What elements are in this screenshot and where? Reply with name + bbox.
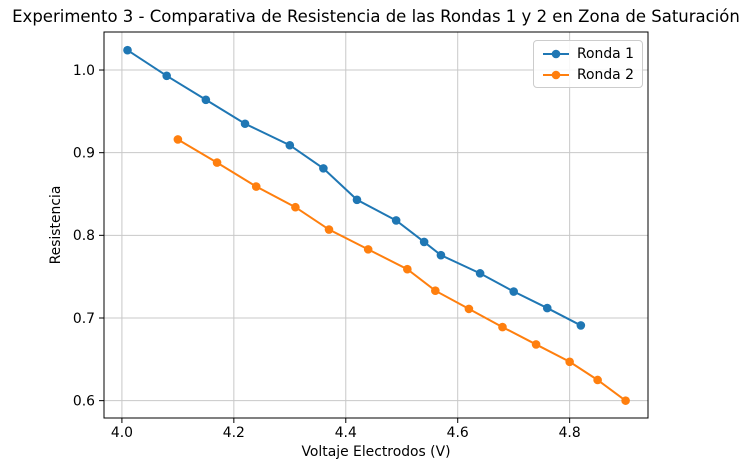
y-tick-label: 0.6 (73, 393, 95, 409)
data-point-ronda-2 (531, 340, 541, 349)
data-point-ronda-2 (593, 375, 602, 385)
data-point-ronda-1 (391, 216, 401, 225)
data-point-ronda-2 (431, 286, 440, 296)
x-tick-label: 4.0 (111, 425, 133, 441)
legend: Ronda 1 Ronda 2 (533, 40, 643, 88)
data-point-ronda-1 (319, 164, 328, 173)
y-axis-label: Resistencia (48, 185, 64, 265)
legend-line-marker-icon (543, 49, 569, 58)
data-point-ronda-1 (509, 287, 518, 296)
data-point-ronda-2 (565, 357, 574, 367)
data-point-ronda-2 (212, 158, 222, 167)
data-point-ronda-2 (363, 245, 373, 254)
x-axis-label: Voltaje Electrodos (V) (301, 444, 451, 460)
data-point-ronda-2 (173, 135, 183, 144)
data-point-ronda-2 (324, 225, 334, 234)
legend-label: Ronda 2 (577, 66, 634, 83)
series-line-1 (126, 49, 582, 327)
data-point-ronda-1 (123, 45, 132, 55)
data-point-ronda-1 (475, 269, 485, 278)
x-tick-label: 4.4 (335, 425, 357, 441)
data-point-ronda-2 (498, 322, 507, 332)
data-point-ronda-1 (285, 140, 295, 150)
y-tick-label: 0.9 (73, 145, 95, 161)
x-tick-label: 4.2 (223, 425, 245, 441)
axes-frame (103, 31, 649, 419)
x-tick-label: 4.8 (559, 425, 581, 441)
data-point-ronda-1 (162, 71, 171, 81)
data-point-ronda-1 (576, 321, 586, 330)
legend-entry: Ronda 2 (542, 65, 634, 84)
data-point-ronda-2 (621, 396, 630, 405)
legend-label: Ronda 1 (577, 45, 634, 62)
data-point-ronda-1 (542, 303, 552, 313)
data-point-ronda-1 (436, 250, 446, 260)
data-point-ronda-1 (240, 119, 250, 129)
data-point-ronda-2 (251, 182, 261, 191)
data-point-ronda-2 (291, 202, 300, 212)
data-point-ronda-2 (464, 304, 474, 314)
y-tick-label: 1.0 (73, 63, 95, 79)
chart-title: Experimento 3 - Comparativa de Resistenc… (12, 7, 740, 26)
data-point-ronda-1 (201, 95, 211, 105)
legend-entry: Ronda 1 (542, 44, 634, 63)
y-tick-label: 0.7 (73, 311, 95, 327)
legend-line-marker-icon (543, 70, 569, 79)
data-point-ronda-2 (403, 264, 412, 274)
y-tick-label: 0.8 (73, 228, 95, 244)
x-tick-label: 4.6 (447, 425, 469, 441)
series-line-2 (177, 138, 627, 402)
data-point-ronda-1 (419, 237, 429, 247)
data-point-ronda-1 (352, 195, 362, 205)
